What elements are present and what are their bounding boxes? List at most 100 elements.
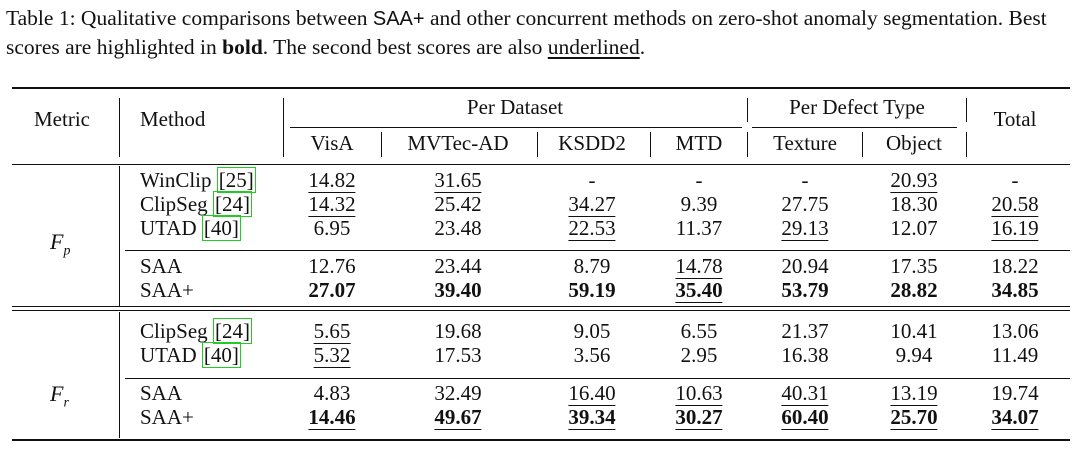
cell-value: 11.37 — [675, 216, 723, 240]
cell-value: 9.05 — [573, 319, 611, 343]
header-col-texture: Texture — [773, 131, 837, 155]
cell-value: 59.19 — [568, 278, 616, 302]
table-cell: 27.75 — [781, 192, 828, 216]
table-cell: - — [589, 168, 596, 192]
cell-value: 6.55 — [680, 319, 718, 343]
cell-value: 12.07 — [890, 216, 938, 240]
method-name: UTAD [40] — [140, 342, 241, 368]
cell-value: 10.41 — [890, 319, 938, 343]
cell-value: 27.75 — [781, 192, 829, 216]
header-metric: Metric — [34, 107, 90, 131]
cell-value: 17.35 — [890, 254, 938, 278]
cell-value: 31.65 — [434, 168, 482, 193]
table-cell: 25.42 — [434, 192, 481, 216]
citation-number: 40 — [210, 343, 232, 367]
method-name: UTAD [40] — [140, 215, 241, 241]
header-total: Total — [993, 107, 1037, 131]
table-cell: 14.46 — [308, 405, 356, 430]
cell-value: 19.68 — [434, 319, 482, 343]
cell-value: 19.74 — [991, 381, 1039, 405]
table-cell: 27.07 — [308, 278, 355, 302]
table-cell: 2.95 — [681, 343, 718, 367]
citation-link[interactable]: [24] — [212, 191, 252, 217]
cell-value: - — [1011, 168, 1019, 192]
vline-metric-fp — [119, 166, 120, 306]
per-dataset-underline — [290, 127, 742, 128]
table-cell: 18.22 — [991, 254, 1038, 278]
cell-value: 4.83 — [313, 381, 351, 405]
cell-value: 9.94 — [895, 343, 933, 367]
bottom-rule — [12, 439, 1070, 441]
cell-value: 3.56 — [573, 343, 611, 367]
cell-value: 16.40 — [568, 381, 616, 406]
cell-value: 39.40 — [434, 278, 482, 302]
table-cell: 30.27 — [675, 405, 723, 430]
method-label: UTAD — [140, 216, 202, 240]
cell-value: 9.39 — [680, 192, 718, 216]
cell-value: 35.40 — [675, 278, 723, 303]
table-cell: 5.32 — [313, 343, 351, 368]
cell-value: 20.58 — [991, 192, 1039, 217]
table-cell: 6.55 — [681, 319, 718, 343]
cell-value: 27.07 — [308, 278, 356, 302]
cell-value: 40.31 — [781, 381, 829, 406]
table-cell: 29.13 — [781, 216, 829, 241]
cell-value: 32.49 — [434, 381, 482, 405]
table-cell: 22.53 — [568, 216, 616, 241]
cell-value: 25.70 — [890, 405, 938, 430]
cell-value: 2.95 — [680, 343, 718, 367]
table-cell: 34.85 — [991, 278, 1038, 302]
section-rule-top — [12, 306, 1070, 307]
table-cell: 32.49 — [434, 381, 481, 405]
method-label: SAA+ — [140, 405, 194, 429]
table-cell: - — [696, 168, 703, 192]
table-cell: 11.49 — [992, 343, 1038, 367]
citation-link[interactable]: [40] — [201, 342, 241, 368]
cell-value: 6.95 — [313, 216, 351, 240]
cell-value: 34.27 — [568, 192, 616, 217]
table-cell: 16.38 — [781, 343, 828, 367]
vline-sub-2 — [537, 132, 538, 157]
caption-prefix: Table 1: Qualitative comparisons between — [6, 6, 373, 30]
cell-value: 22.53 — [568, 216, 616, 241]
table-cell: 13.06 — [991, 319, 1038, 343]
fr-midrule — [125, 378, 1070, 379]
cell-value: 30.27 — [675, 405, 723, 430]
metric-fp-sub: p — [63, 243, 71, 259]
header-rule — [12, 164, 1070, 165]
vline-sub-4 — [747, 132, 748, 157]
table-cell: 9.39 — [681, 192, 718, 216]
table-cell: 59.19 — [568, 278, 615, 302]
cell-value: 20.93 — [890, 168, 938, 193]
cell-value: 14.46 — [308, 405, 356, 430]
vline-sub-1 — [381, 132, 382, 157]
table-cell: 9.05 — [574, 319, 611, 343]
metric-fp: Fp — [50, 230, 70, 263]
method-name: WinClip [25] — [140, 167, 256, 193]
cell-value: 23.48 — [434, 216, 482, 240]
table-cell: 8.79 — [574, 254, 611, 278]
table-cell: 39.40 — [434, 278, 481, 302]
cell-value: 17.53 — [434, 343, 482, 367]
method-name: SAA+ — [140, 405, 194, 429]
table-cell: 19.74 — [991, 381, 1038, 405]
cell-value: 21.37 — [781, 319, 829, 343]
caption-suffix: . — [639, 35, 646, 59]
citation-link[interactable]: [40] — [201, 215, 241, 241]
table-cell: 4.83 — [314, 381, 351, 405]
table-cell: - — [1012, 168, 1019, 192]
cell-value: 29.13 — [781, 216, 829, 241]
vline-metric-fr — [119, 312, 120, 438]
method-name: SAA — [140, 381, 182, 405]
citation-link[interactable]: [24] — [212, 318, 252, 344]
caption-mid: and other concurrent methods on zero-sho… — [6, 6, 1047, 59]
cell-value: 25.42 — [434, 192, 482, 216]
table-cell: 10.41 — [890, 319, 937, 343]
method-label: ClipSeg — [140, 192, 213, 216]
fp-midrule — [125, 250, 1070, 251]
table-cell: - — [802, 168, 809, 192]
metric-fr-sub: r — [63, 395, 69, 411]
citation-link[interactable]: [25] — [216, 167, 256, 193]
cell-value: 28.82 — [890, 278, 938, 302]
table-cell: 17.53 — [434, 343, 481, 367]
